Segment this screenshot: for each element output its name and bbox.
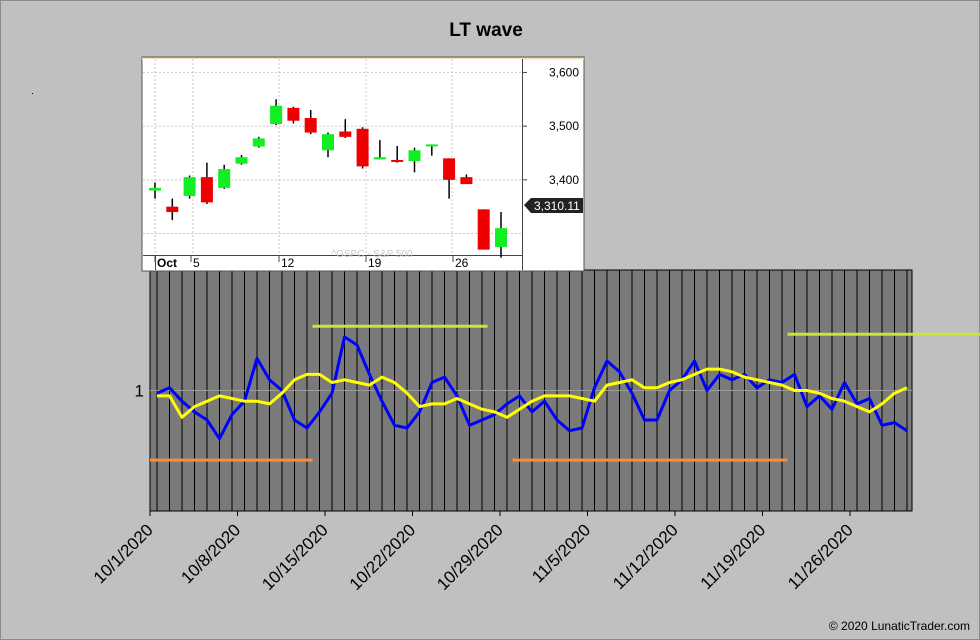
candle-body (218, 169, 231, 188)
stray-dot (32, 93, 33, 94)
candle (149, 182, 161, 199)
candle (287, 106, 300, 124)
copyright: © 2020 LunaticTrader.com (829, 619, 970, 633)
candle-body (166, 206, 179, 213)
candle (304, 110, 317, 135)
band-lines (150, 324, 980, 462)
candle-body (373, 157, 386, 160)
price-tick-label: 3,600 (549, 65, 579, 79)
candle (166, 198, 179, 221)
candle (252, 136, 265, 148)
candle (408, 147, 421, 173)
candle-body (304, 118, 317, 133)
candle (218, 164, 231, 189)
date-tick-label: Oct (157, 256, 177, 270)
inset-price-ticks: 3,600 3,500 3,400 (522, 65, 579, 187)
candle-body (391, 159, 404, 162)
candle-body (339, 131, 352, 137)
candle-body (443, 158, 456, 180)
last-price-pointer (524, 198, 583, 213)
candle (460, 174, 473, 185)
candle-body (149, 187, 161, 191)
candle-body (408, 150, 421, 162)
candle-body (425, 144, 438, 147)
candle (322, 132, 334, 158)
candle-body (495, 228, 507, 247)
candle (477, 209, 490, 250)
candle (443, 158, 456, 199)
candle (183, 175, 196, 199)
candle (200, 162, 213, 204)
date-tick-label: 26 (455, 256, 469, 270)
inset-plot (143, 59, 522, 255)
candle (391, 145, 404, 163)
candle (425, 144, 438, 156)
date-tick-label: 5 (193, 256, 200, 270)
candle-body (183, 177, 196, 196)
candle-body (252, 138, 265, 147)
candle-body (270, 105, 283, 124)
chart-title: LT wave (449, 20, 523, 41)
candlestick-inset: ^GSPC - S&P 500 3,600 3,500 3,400 Oct 5 12 19… (141, 56, 585, 272)
candle (356, 127, 369, 169)
candles (149, 99, 507, 258)
candle-body (460, 177, 473, 185)
candle-body (200, 177, 213, 203)
inset-date-ticks: Oct 5 12 19 26 (154, 255, 469, 270)
candle (270, 99, 283, 126)
candle (495, 212, 507, 258)
date-tick-label: 19 (368, 256, 382, 270)
series-line-1 (156, 335, 908, 441)
candle (373, 140, 386, 160)
candle-body (477, 209, 490, 250)
last-price-label: 3,310.11 (534, 199, 580, 213)
candle-body (322, 134, 334, 151)
candle-body (356, 128, 369, 167)
price-tick-label: 3,500 (549, 119, 579, 133)
date-tick-label: 12 (281, 256, 295, 270)
candle (235, 155, 248, 165)
inset-grid (143, 59, 522, 255)
candle-body (287, 107, 300, 121)
series-line-2 (157, 367, 908, 419)
candle (339, 119, 352, 138)
y-tick-label: 1 (135, 382, 144, 401)
inset-watermark: ^GSPC - S&P 500 (331, 249, 413, 260)
candle-body (235, 157, 248, 164)
series-lines (156, 335, 908, 441)
price-tick-label: 3,400 (549, 173, 579, 187)
